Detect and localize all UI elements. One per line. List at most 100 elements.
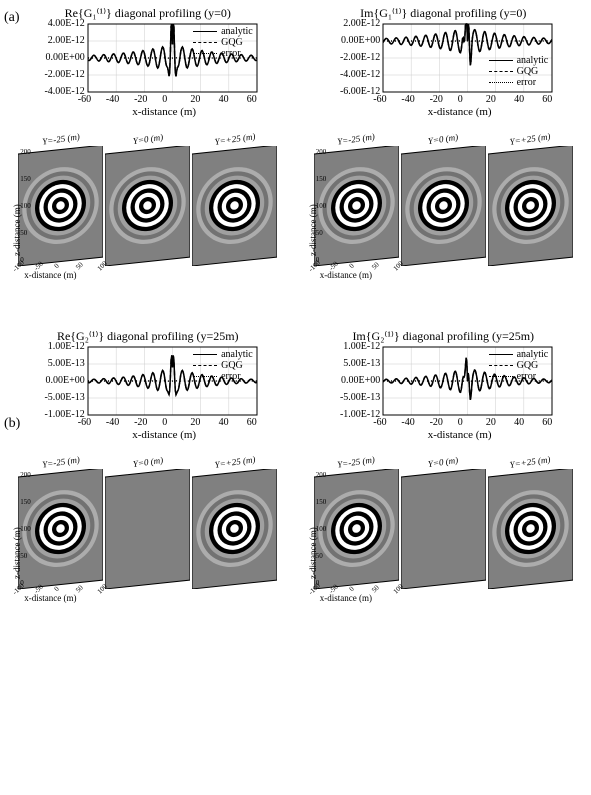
legend-error: error	[193, 48, 253, 59]
xlabel: x-distance (m)	[428, 106, 492, 118]
legend-gqg: GQG	[193, 360, 253, 371]
xtick: 40	[219, 94, 229, 105]
ytick: 0.00E+00	[330, 375, 380, 386]
xtick: 40	[514, 94, 524, 105]
ring-ztick: 100	[20, 525, 31, 533]
ring-svg	[488, 146, 573, 266]
ring-ztick: 200	[20, 148, 31, 156]
panel-b-im: Im{G₂⁽¹⁾} diagonal profiling (y=25m)1.00…	[328, 329, 558, 449]
xlabel: x-distance (m)	[132, 106, 196, 118]
xtick: -40	[106, 94, 119, 105]
ring-caption: Y=-25 (m)	[41, 131, 80, 146]
ytick: 5.00E-13	[35, 358, 85, 369]
ring-xlabel: x-distance (m)	[320, 270, 372, 280]
ring-ztick: 100	[316, 525, 327, 533]
legend: analyticGQGerror	[193, 26, 253, 59]
ring-caption: Y=+25 (m)	[509, 454, 551, 470]
ring-ztick: 50	[20, 229, 27, 237]
xtick: -20	[430, 417, 443, 428]
ring-panel: Y=+25 (m)	[192, 136, 277, 274]
ytick: 0.00E+00	[330, 35, 380, 46]
ring-panel: Y=0 (m)	[401, 459, 486, 597]
ring-panel: Y=-25 (m)	[314, 136, 399, 274]
xtick: -60	[78, 417, 91, 428]
panel-a-im: Im{G₁⁽¹⁾} diagonal profiling (y=0)2.00E-…	[328, 6, 558, 126]
legend-gqg: GQG	[193, 37, 253, 48]
xtick: 20	[190, 94, 200, 105]
ring-ztick: 200	[316, 471, 327, 479]
ring-panel: Y=0 (m)	[105, 136, 190, 274]
ring-ztick: 150	[316, 498, 327, 506]
ring-ztick: 200	[20, 471, 31, 479]
ringset-a-re: Y=-25 (m)Y=0 (m)Y=+25 (m)z-distance (m)0…	[18, 136, 277, 274]
ring-svg	[105, 469, 190, 589]
ring-svg	[192, 146, 277, 266]
panel-a-re: Re{G₁⁽¹⁾} diagonal profiling (y=0)4.00E-…	[33, 6, 263, 126]
xlabel: x-distance (m)	[428, 429, 492, 441]
ring-caption: Y=-25 (m)	[337, 131, 376, 146]
xtick: 20	[486, 94, 496, 105]
ring-caption: Y=0 (m)	[428, 455, 459, 469]
ytick: 0.00E+00	[35, 52, 85, 63]
ring-panel: Y=+25 (m)	[192, 459, 277, 597]
ring-caption: Y=+25 (m)	[509, 131, 551, 147]
legend-error: error	[489, 371, 549, 382]
xtick: 40	[219, 417, 229, 428]
figure-label-a: (a)	[4, 10, 20, 26]
ring-panel: Y=+25 (m)	[488, 136, 573, 274]
legend-gqg: GQG	[489, 360, 549, 371]
ring-svg	[314, 146, 399, 266]
xtick: 0	[162, 94, 167, 105]
ring-svg	[105, 146, 190, 266]
figure-label-b: (b)	[4, 416, 20, 432]
legend-gqg: GQG	[489, 66, 549, 77]
xtick: 0	[458, 417, 463, 428]
ring-panel: Y=+25 (m)	[488, 459, 573, 597]
ring-svg	[18, 469, 103, 589]
ytick: 0.00E+00	[35, 375, 85, 386]
ytick: -4.00E-12	[330, 69, 380, 80]
xtick: -40	[401, 417, 414, 428]
panel-b-re: Re{G₂⁽¹⁾} diagonal profiling (y=25m)1.00…	[33, 329, 263, 449]
ytick: 2.00E-12	[330, 18, 380, 29]
ring-caption: Y=+25 (m)	[214, 131, 256, 147]
xtick: -40	[401, 94, 414, 105]
ringset-b-im: Y=-25 (m)Y=0 (m)Y=+25 (m)z-distance (m)0…	[314, 459, 573, 597]
ring-ztick: 150	[20, 498, 31, 506]
ring-xlabel: x-distance (m)	[24, 593, 76, 603]
legend-error: error	[193, 371, 253, 382]
ring-caption: Y=0 (m)	[428, 132, 459, 146]
xtick: 60	[542, 94, 552, 105]
ring-ztick: 50	[316, 552, 323, 560]
ring-svg	[488, 469, 573, 589]
legend-analytic: analytic	[193, 349, 253, 360]
ytick: -5.00E-13	[35, 392, 85, 403]
ring-panel: Y=-25 (m)	[314, 459, 399, 597]
xtick: -60	[78, 94, 91, 105]
xtick: 60	[247, 417, 257, 428]
ringset-a-im: Y=-25 (m)Y=0 (m)Y=+25 (m)z-distance (m)0…	[314, 136, 573, 274]
legend: analyticGQGerror	[193, 349, 253, 382]
legend: analyticGQGerror	[489, 349, 549, 382]
xtick: -20	[430, 94, 443, 105]
ring-ztick: 200	[316, 148, 327, 156]
xlabel: x-distance (m)	[132, 429, 196, 441]
ytick: -2.00E-12	[330, 52, 380, 63]
ring-panel: Y=-25 (m)	[18, 136, 103, 274]
xtick: 0	[162, 417, 167, 428]
ring-ztick: 150	[316, 175, 327, 183]
xtick: -20	[134, 417, 147, 428]
xtick: -20	[134, 94, 147, 105]
ring-caption: Y=-25 (m)	[41, 454, 80, 469]
ring-svg	[401, 146, 486, 266]
legend-error: error	[489, 77, 549, 88]
ring-ztick: 100	[316, 202, 327, 210]
ring-panel: Y=-25 (m)	[18, 459, 103, 597]
ytick: 1.00E-12	[35, 341, 85, 352]
ring-svg	[18, 146, 103, 266]
ring-panel: Y=0 (m)	[105, 459, 190, 597]
legend-analytic: analytic	[193, 26, 253, 37]
ytick: -5.00E-13	[330, 392, 380, 403]
xtick: 40	[514, 417, 524, 428]
ring-caption: Y=0 (m)	[132, 132, 163, 146]
